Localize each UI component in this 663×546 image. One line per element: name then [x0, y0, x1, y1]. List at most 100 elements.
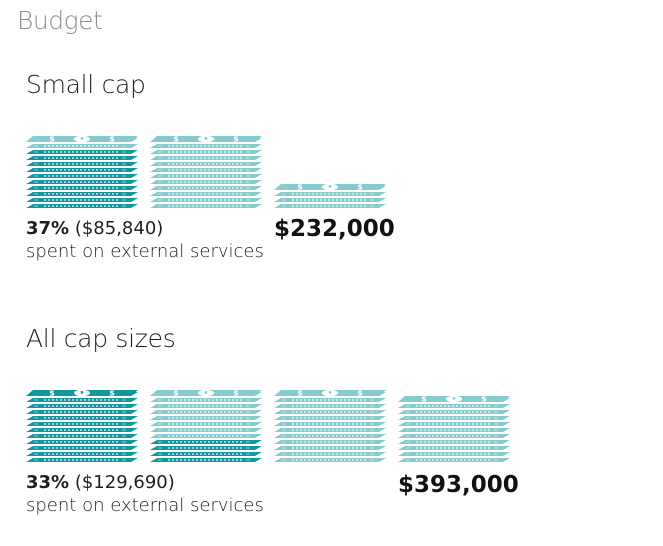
dollar-sign-icon: $ — [357, 389, 363, 398]
svg-text:‹‹: ‹‹ — [158, 404, 162, 410]
money-stack-small-cap-3: ‹‹››‹‹››‹‹››‹‹››$$ — [274, 183, 386, 210]
caption-all-caps: spent on external services — [26, 495, 264, 516]
svg-text:››: ›› — [370, 452, 374, 458]
section-title-small-cap: Small cap — [26, 70, 146, 99]
total-all-caps: $393,000 — [398, 472, 519, 498]
dollar-sign-icon: $ — [357, 183, 363, 192]
svg-text:‹‹: ‹‹ — [406, 434, 410, 440]
svg-text:››: ›› — [370, 446, 374, 452]
svg-text:››: ›› — [122, 186, 126, 192]
svg-text:››: ›› — [246, 410, 250, 416]
svg-text:››: ›› — [122, 156, 126, 162]
dollar-sign-icon: $ — [233, 389, 239, 398]
bill-sheet: ‹‹ ›› — [150, 458, 262, 464]
percent-value: 33% — [26, 472, 70, 493]
bill-sheet: ‹‹ ›› — [26, 410, 138, 416]
dollar-sign-icon: $ — [109, 135, 115, 144]
svg-text:››: ›› — [494, 446, 498, 452]
svg-text:››: ›› — [122, 162, 126, 168]
svg-text:‹‹: ‹‹ — [34, 452, 38, 458]
svg-text:‹‹: ‹‹ — [282, 198, 286, 204]
bill-sheet: ‹‹ ›› — [150, 398, 262, 404]
svg-text:‹‹: ‹‹ — [158, 168, 162, 174]
svg-text:‹‹: ‹‹ — [34, 150, 38, 156]
bill-sheet: ‹‹ ›› — [274, 434, 386, 440]
bill-sheet: ‹‹ ›› — [150, 416, 262, 422]
dollar-sign-icon: $ — [49, 389, 55, 398]
money-stack-all-caps-4: ‹‹ ›› ‹‹ ›› ‹‹ ›› ‹‹ ›› ‹‹ ›› ‹‹ ›› ‹‹ ›› ‹‹ ›› ‹‹ ›› ‹‹ ››… — [398, 395, 510, 464]
svg-text:››: ›› — [370, 428, 374, 434]
bill-sheet: ‹‹ ›› — [26, 150, 138, 156]
bill-sheet: ‹‹ ›› — [150, 440, 262, 446]
bill-sheet: ‹‹ ›› — [398, 446, 510, 452]
svg-text:‹‹: ‹‹ — [158, 428, 162, 434]
svg-text:‹‹: ‹‹ — [34, 186, 38, 192]
page-title: Budget — [17, 6, 103, 35]
svg-text:‹‹: ‹‹ — [282, 440, 286, 446]
bill-sheet: ‹‹ ›› — [26, 192, 138, 198]
amount-value: ($85,840) — [74, 218, 164, 239]
svg-text:‹‹: ‹‹ — [34, 434, 38, 440]
bill-sheet: ‹‹ ›› — [398, 440, 510, 446]
dollar-sign-icon: $ — [233, 135, 239, 144]
bill-sheet: ‹‹ ›› — [26, 186, 138, 192]
svg-text:‹‹: ‹‹ — [282, 404, 286, 410]
bill-sheet: ‹‹ ›› — [150, 452, 262, 458]
svg-text:‹‹: ‹‹ — [34, 174, 38, 180]
svg-text:‹‹: ‹‹ — [282, 446, 286, 452]
svg-text:››: ›› — [370, 398, 374, 404]
bill-sheet: ‹‹ ›› — [26, 428, 138, 434]
svg-text:‹‹: ‹‹ — [282, 452, 286, 458]
bill-sheet: ‹‹ ›› — [26, 156, 138, 162]
bill-sheet: ‹‹ ›› — [150, 174, 262, 180]
svg-text:‹‹: ‹‹ — [158, 410, 162, 416]
svg-text:››: ›› — [246, 150, 250, 156]
svg-text:››: ›› — [494, 410, 498, 416]
svg-text:‹‹: ‹‹ — [158, 416, 162, 422]
svg-text:‹‹: ‹‹ — [34, 192, 38, 198]
svg-text:››: ›› — [494, 428, 498, 434]
bill-top-face: $ $ — [398, 395, 510, 404]
money-stack-all-caps-2: ‹‹ ›› ‹‹ ›› ‹‹ ›› ‹‹ ›› ‹‹ ›› ‹‹ ›› ‹‹ ›› ‹‹ ›› ‹‹ ›› ‹‹ ››… — [150, 389, 262, 464]
bill-sheet: ‹‹ ›› — [274, 422, 386, 428]
svg-text:››: ›› — [494, 416, 498, 422]
svg-text:‹‹: ‹‹ — [282, 422, 286, 428]
bill-sheet: ‹‹ ›› — [150, 434, 262, 440]
svg-text:››: ›› — [246, 434, 250, 440]
svg-text:‹‹: ‹‹ — [34, 204, 38, 210]
bill-sheet: ‹‹ ›› — [398, 416, 510, 422]
bill-sheet: ‹‹ ›› — [274, 410, 386, 416]
svg-text:‹‹: ‹‹ — [406, 410, 410, 416]
svg-text:‹‹: ‹‹ — [282, 398, 286, 404]
svg-text:››: ›› — [122, 458, 126, 464]
bill-sheet: ‹‹ ›› — [398, 428, 510, 434]
svg-text:‹‹: ‹‹ — [406, 404, 410, 410]
svg-text:‹‹: ‹‹ — [158, 180, 162, 186]
svg-text:››: ›› — [122, 204, 126, 210]
dollar-sign-icon: $ — [481, 395, 487, 404]
bill-sheet: ‹‹ ›› — [274, 204, 386, 210]
svg-text:‹‹: ‹‹ — [34, 398, 38, 404]
svg-text:››: ›› — [246, 174, 250, 180]
bill-sheet: ‹‹ ›› — [150, 204, 262, 210]
bill-top-face: $ $ — [274, 389, 386, 398]
dollar-sign-icon: $ — [109, 389, 115, 398]
svg-text:››: ›› — [246, 198, 250, 204]
bill-sheet: ‹‹ ›› — [398, 458, 510, 464]
svg-text:‹‹: ‹‹ — [282, 192, 286, 198]
bill-sheet: ‹‹ ›› — [274, 198, 386, 204]
svg-text:››: ›› — [246, 180, 250, 186]
bill-sheet: ‹‹ ›› — [26, 168, 138, 174]
svg-text:››: ›› — [246, 168, 250, 174]
bill-sheet: ‹‹ ›› — [26, 198, 138, 204]
svg-text:››: ›› — [494, 452, 498, 458]
dollar-sign-icon: $ — [297, 183, 303, 192]
svg-text:››: ›› — [494, 458, 498, 464]
bill-top-face: $ $ — [26, 389, 138, 398]
money-stack-small-cap-2: ‹‹ ›› ‹‹ ›› ‹‹ ›› ‹‹ ›› ‹‹ ›› ‹‹ ›› ‹‹ ›› ‹‹ ›› ‹‹ ›› ‹‹ ››… — [150, 135, 262, 210]
bill-sheet: ‹‹ ›› — [398, 422, 510, 428]
svg-text:››: ›› — [370, 422, 374, 428]
svg-text:››: ›› — [246, 422, 250, 428]
svg-text:‹‹: ‹‹ — [406, 428, 410, 434]
bill-sheet: ‹‹ ›› — [26, 452, 138, 458]
